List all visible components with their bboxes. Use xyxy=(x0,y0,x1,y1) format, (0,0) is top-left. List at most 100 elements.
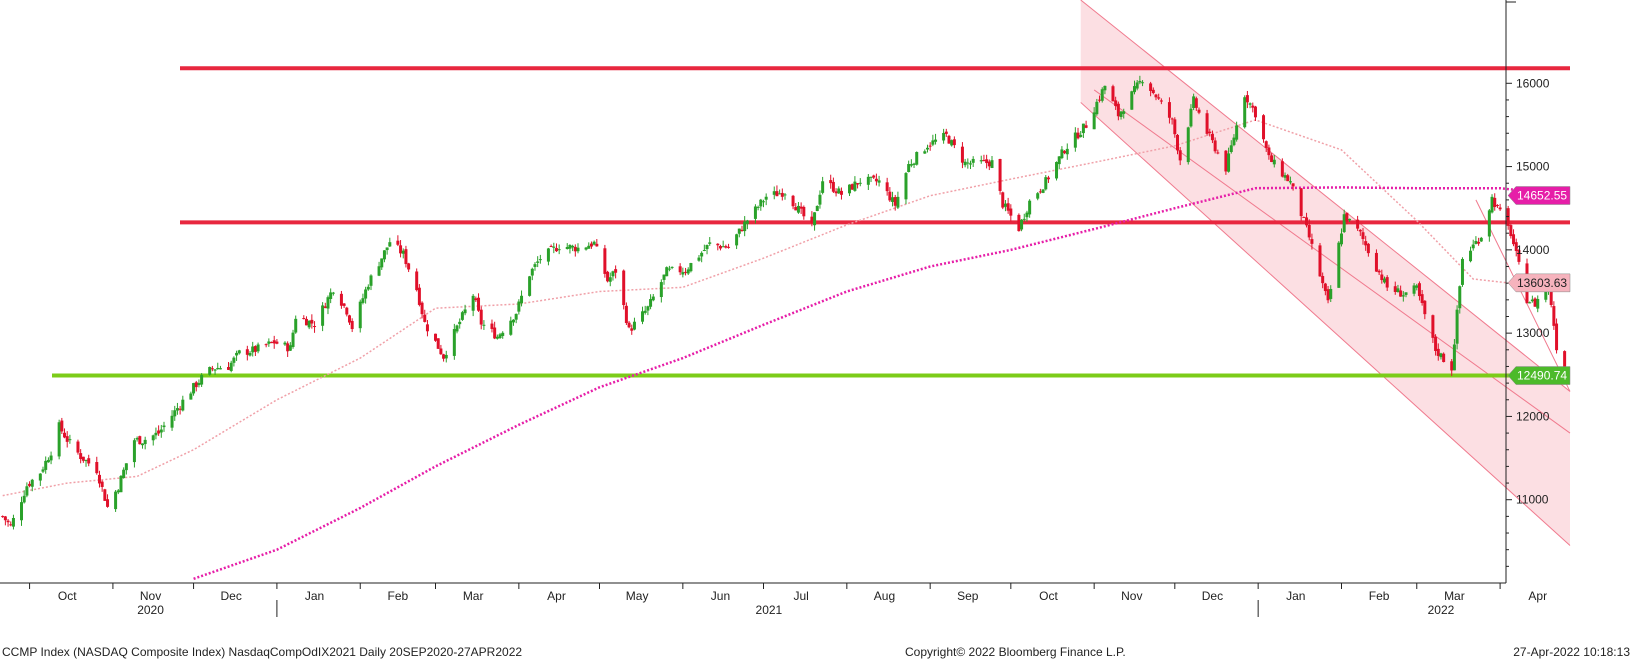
candle-body xyxy=(834,191,838,194)
horizontal-levels xyxy=(52,66,1570,378)
x-year-label: 2022 xyxy=(1428,603,1455,617)
candle-body xyxy=(30,479,34,487)
candle-body xyxy=(756,206,760,208)
y-tick-label: 11000 xyxy=(1516,493,1549,507)
candle-body xyxy=(1552,306,1556,326)
candle-body xyxy=(1450,361,1454,371)
candle-body xyxy=(366,286,370,290)
candle-body xyxy=(302,318,306,320)
candle-body xyxy=(1170,118,1174,120)
channel-line-1 xyxy=(1093,89,1571,434)
candle-body xyxy=(1286,175,1290,182)
candle-body xyxy=(253,346,257,352)
candle-body xyxy=(772,191,776,195)
candle-body xyxy=(342,303,346,306)
candle-body xyxy=(1227,153,1231,172)
candle-body xyxy=(780,192,784,197)
candle-body xyxy=(1471,244,1475,249)
footer-security-label: CCMP Index (NASDAQ Composite Index) Nasd… xyxy=(2,645,522,659)
candle-body xyxy=(28,483,32,486)
x-month-label: Dec xyxy=(221,589,242,603)
candle-body xyxy=(764,196,768,200)
candle-body xyxy=(514,313,518,320)
candle-body xyxy=(1348,218,1352,221)
candle-body xyxy=(520,295,524,304)
candle-body xyxy=(511,319,515,323)
candle-body xyxy=(678,266,682,273)
channel-line-2 xyxy=(1475,199,1571,392)
candle-body xyxy=(1469,250,1473,262)
candle-body xyxy=(1434,336,1438,351)
x-month-label: Aug xyxy=(874,589,895,603)
candle-body xyxy=(923,151,927,154)
candle-body xyxy=(1280,161,1284,177)
candle-body xyxy=(1192,96,1196,108)
x-month-label: Dec xyxy=(1202,589,1223,603)
candle-body xyxy=(554,248,558,252)
candle-body xyxy=(1307,224,1311,238)
candle-body xyxy=(60,420,64,432)
candle-body xyxy=(659,282,663,298)
candle-body xyxy=(630,328,634,331)
candle-body xyxy=(517,301,521,312)
candle-body xyxy=(1151,89,1155,94)
x-month-label: Feb xyxy=(1369,589,1390,603)
x-month-label: Nov xyxy=(140,589,161,603)
candle-body xyxy=(173,410,177,417)
candle-body xyxy=(796,205,800,213)
candle-body xyxy=(1243,97,1247,128)
candle-body xyxy=(934,139,938,142)
candle-body xyxy=(159,429,163,433)
candle-body xyxy=(1436,348,1440,356)
candle-body xyxy=(1361,232,1365,240)
x-month-label: Oct xyxy=(1039,589,1058,603)
candle-body xyxy=(1235,125,1239,140)
candle-body xyxy=(571,245,575,248)
value-tag-label: 14652.55 xyxy=(1517,189,1567,203)
candle-body xyxy=(1326,289,1330,301)
x-month-label: Apr xyxy=(547,589,566,603)
candle-body xyxy=(369,275,373,286)
candle-body xyxy=(799,206,803,209)
candle-body xyxy=(947,135,951,144)
candle-body xyxy=(1321,276,1325,284)
candle-body xyxy=(869,176,873,178)
candle-body xyxy=(1138,80,1142,83)
candle-body xyxy=(1208,131,1212,134)
candle-body xyxy=(294,318,298,333)
candle-body xyxy=(1455,309,1459,344)
candle-body xyxy=(103,489,107,501)
candle-body xyxy=(41,469,45,472)
candle-body xyxy=(97,474,101,484)
candle-body xyxy=(477,297,481,311)
candle-body xyxy=(417,287,421,305)
candle-body xyxy=(925,147,929,150)
candle-body xyxy=(1272,159,1276,165)
candle-body xyxy=(1345,212,1349,222)
candle-body xyxy=(1098,99,1102,101)
candle-body xyxy=(592,241,596,245)
candle-body xyxy=(735,234,739,246)
candle-body xyxy=(1141,82,1145,84)
x-year-label: 2021 xyxy=(756,603,783,617)
candle-body xyxy=(1178,150,1182,161)
candle-body xyxy=(1036,193,1040,199)
candle-body xyxy=(6,520,10,523)
candle-body xyxy=(549,246,553,248)
ma-200-line xyxy=(193,186,1568,580)
candle-body xyxy=(288,345,292,351)
candle-body xyxy=(509,320,513,335)
candle-body xyxy=(909,164,913,166)
candle-body xyxy=(968,163,972,165)
candle-body xyxy=(495,336,499,339)
candle-body xyxy=(942,132,946,141)
candle-body xyxy=(1323,283,1327,292)
candle-body xyxy=(915,152,919,165)
candle-body xyxy=(1383,278,1387,283)
candle-body xyxy=(442,354,446,359)
value-tags: 14652.55 13603.63 12490.74 xyxy=(1507,186,1571,385)
candle-body xyxy=(651,296,655,301)
candle-body xyxy=(1251,105,1255,108)
candle-body xyxy=(200,375,204,385)
candle-body xyxy=(1337,242,1341,288)
